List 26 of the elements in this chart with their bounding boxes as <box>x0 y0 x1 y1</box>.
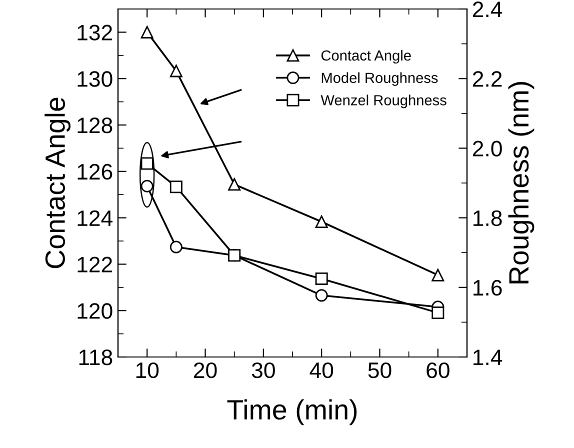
y-tick-label: 124 <box>78 210 112 226</box>
legend-label: Model Roughness <box>322 72 438 86</box>
y2-tick-label: 2.4 <box>472 2 502 18</box>
y-axis-title: Contact Angle <box>44 98 71 268</box>
x-tick-label: 30 <box>252 362 275 378</box>
y2-tick-label: 1.4 <box>474 350 502 366</box>
legend-label: Wenzel Roughness <box>320 94 446 108</box>
y-tick-label: 126 <box>78 164 112 180</box>
legend-label: Contact Angle <box>321 50 411 64</box>
y2-tick-label: 1.6 <box>474 280 502 296</box>
y2-tick-label: 2.2 <box>472 71 502 87</box>
x-tick-label: 40 <box>310 362 334 378</box>
y2-tick-label: 2.0 <box>472 140 502 156</box>
y2-tick-label: 1.8 <box>474 210 502 226</box>
y-tick-label: 132 <box>78 24 112 40</box>
x-tick-label: 60 <box>426 362 450 378</box>
x-tick-label: 20 <box>194 362 217 378</box>
x-tick-label: 50 <box>368 362 392 378</box>
x-tick-label: 10 <box>136 362 159 378</box>
y-tick-label: 118 <box>79 350 112 366</box>
y-tick-label: 122 <box>78 256 112 272</box>
y2-axis-title: Roughness (nm) <box>508 82 534 284</box>
x-axis-title: Time (min) <box>227 399 357 426</box>
y-tick-label: 120 <box>78 303 112 319</box>
y-tick-label: 128 <box>78 118 112 134</box>
y-tick-label: 130 <box>78 71 112 87</box>
